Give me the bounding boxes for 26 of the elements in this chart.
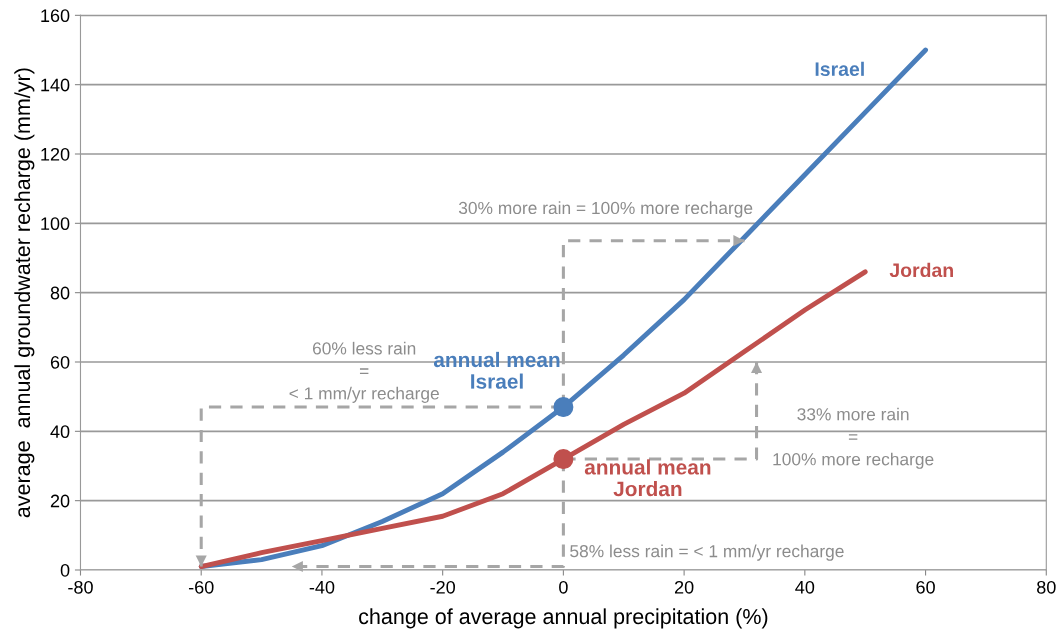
- annotation: 30% more rain = 100% more recharge: [458, 201, 753, 218]
- x-tick-label: -80: [68, 580, 93, 594]
- annotation: 33% more rain = 100% more recharge: [773, 407, 934, 469]
- x-tick-label: 60: [916, 580, 935, 594]
- x-tick-label: 20: [674, 580, 694, 594]
- y-axis-title: average annual groundwater recharge (mm/yr): [14, 68, 35, 518]
- series-label: Israel: [815, 61, 864, 77]
- x-axis-title: change of average annual precipitation (%): [359, 608, 768, 629]
- series-label: Jordan: [889, 262, 953, 278]
- x-tick-label: -40: [309, 580, 335, 594]
- y-tick-label: 120: [41, 147, 70, 161]
- x-tick-label: 40: [795, 580, 815, 594]
- x-tick-label: -60: [188, 580, 214, 594]
- x-tick-label: -20: [430, 580, 456, 594]
- y-tick-label: 40: [50, 425, 70, 439]
- annotation: 58% less rain = < 1 mm/yr recharge: [570, 544, 844, 561]
- x-tick-label: 80: [1037, 580, 1056, 594]
- y-tick-label: 140: [41, 78, 70, 92]
- y-tick-label: 80: [50, 286, 70, 300]
- annotation: annual mean Jordan: [584, 459, 711, 497]
- y-tick-label: 100: [41, 217, 70, 231]
- y-tick-label: 60: [50, 355, 70, 369]
- y-tick-label: 0: [60, 563, 70, 577]
- y-tick-label: 20: [50, 494, 70, 508]
- x-tick-label: 0: [559, 580, 568, 594]
- y-tick-label: 160: [41, 9, 70, 23]
